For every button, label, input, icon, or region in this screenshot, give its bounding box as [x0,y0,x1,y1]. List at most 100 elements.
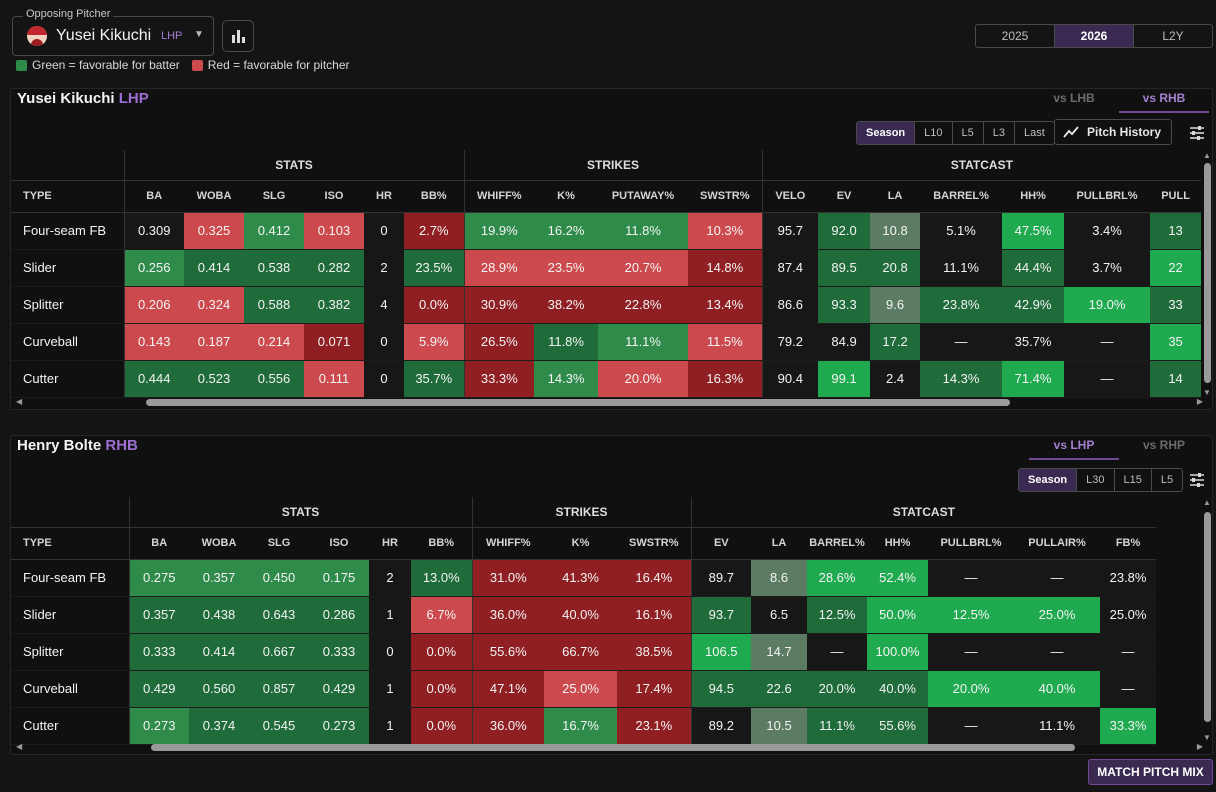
year-tab-2026[interactable]: 2026 [1055,25,1134,47]
column-header-barrel-pct[interactable]: BARREL% [807,526,868,560]
column-header-pullbrl-pct[interactable]: PULLBRL% [928,526,1015,560]
column-header-ev[interactable]: EV [690,526,752,560]
scroll-down-icon[interactable]: ▼ [1203,388,1211,397]
column-header-woba[interactable]: WOBA [184,179,244,213]
stat-cell-ba: 0.309 [123,212,184,250]
column-header-slg[interactable]: SLG [249,526,309,560]
pitcher-v-scroll-thumb[interactable] [1204,163,1211,383]
column-header-putaway-pct[interactable]: PUTAWAY% [598,179,689,213]
pitcher-name: Yusei Kikuchi [56,27,152,44]
chart-view-button[interactable] [222,20,254,52]
pitch-history-button[interactable]: Pitch History [1054,119,1173,145]
column-header-velo[interactable]: VELO [761,179,819,213]
stat-cell-woba: 0.374 [189,707,249,745]
stat-cell-barrel-pct: — [920,323,1003,361]
stat-cell-hr: 1 [369,707,411,745]
stat-cell-ev: 93.3 [818,286,871,324]
pitcher-hand: LHP [161,30,183,42]
range-tab-l5[interactable]: L5 [1160,474,1174,486]
stat-cell-hh-pct: 44.4% [1002,249,1065,287]
stat-cell-fb-pct: — [1100,633,1157,671]
range-tab-last[interactable]: Last [1024,127,1045,139]
stat-cell-hh-pct: 35.7% [1002,323,1065,361]
column-header-hr[interactable]: HR [364,179,404,213]
column-header-pull[interactable]: PULL [1150,179,1202,213]
batter-panel-hand: RHB [105,437,138,454]
split-tab-vs-lhp[interactable]: vs LHP [1029,438,1119,460]
column-header-pullbrl-pct[interactable]: PULLBRL% [1064,179,1151,213]
column-header-ev[interactable]: EV [818,179,871,213]
column-header-whiff-pct[interactable]: WHIFF% [463,179,535,213]
group-header-statcast: STATCAST [761,150,1202,180]
column-header-k-pct[interactable]: K% [544,526,618,560]
column-header-hh-pct[interactable]: HH% [1002,179,1065,213]
stat-cell-hr: 2 [369,559,411,597]
column-header-iso[interactable]: ISO [309,526,369,560]
column-header-type[interactable]: TYPE [11,526,129,560]
scroll-right-icon[interactable]: ▶ [1196,397,1203,406]
split-tab-vs-rhp[interactable]: vs RHP [1142,438,1186,452]
split-tab-vs-rhb[interactable]: vs RHB [1119,91,1209,113]
scroll-left-icon[interactable]: ◀ [16,742,23,751]
scroll-up-icon[interactable]: ▲ [1203,498,1211,507]
pitcher-panel-name: Yusei Kikuchi [17,90,115,107]
pitch-type-cell: Four-seam FB [11,559,130,597]
bar-chart-icon [232,30,245,43]
column-header-woba[interactable]: WOBA [189,526,249,560]
pitcher-h-scroll-thumb[interactable] [146,399,1010,406]
column-header-k-pct[interactable]: K% [534,179,599,213]
batter-h-scrollbar[interactable]: ◀ ▶ [11,741,1211,753]
match-pitch-mix-button[interactable]: MATCH PITCH MIX [1088,759,1213,785]
batter-panel-name: Henry Bolte [17,437,102,454]
column-header-iso[interactable]: ISO [304,179,364,213]
stat-cell-ba: 0.143 [123,323,184,361]
column-header-fb-pct[interactable]: FB% [1100,526,1157,560]
column-header-barrel-pct[interactable]: BARREL% [920,179,1003,213]
column-header-bb-pct[interactable]: BB% [411,526,473,560]
stat-cell-iso: 0.071 [304,323,364,361]
column-header-ba[interactable]: BA [128,526,189,560]
range-tab-season[interactable]: Season [1019,469,1078,491]
column-header-swstr-pct[interactable]: SWSTR% [688,179,763,213]
column-header-la[interactable]: LA [870,179,921,213]
stat-cell-velo: 79.2 [761,323,819,361]
settings-sliders-icon[interactable] [1188,124,1206,142]
range-tab-season[interactable]: Season [857,122,916,144]
scroll-right-icon[interactable]: ▶ [1196,742,1203,751]
year-tab-2025[interactable]: 2025 [976,25,1055,47]
scroll-left-icon[interactable]: ◀ [16,397,23,406]
column-header-pullair-pct[interactable]: PULLAIR% [1014,526,1101,560]
range-tab-l3[interactable]: L3 [984,122,1015,144]
split-tab-vs-lhb[interactable]: vs LHB [1053,91,1095,105]
scroll-up-icon[interactable]: ▲ [1203,151,1211,160]
stat-cell-pull: 35 [1150,323,1202,361]
column-header-hr[interactable]: HR [369,526,411,560]
scroll-down-icon[interactable]: ▼ [1203,733,1211,742]
opposing-pitcher-select[interactable]: Opposing Pitcher Yusei Kikuchi LHP ▼ [12,8,214,56]
column-header-whiff-pct[interactable]: WHIFF% [471,526,545,560]
column-header-hh-pct[interactable]: HH% [867,526,929,560]
column-header-slg[interactable]: SLG [244,179,304,213]
stat-cell-bb-pct: 35.7% [404,360,465,398]
column-header-bb-pct[interactable]: BB% [404,179,465,213]
batter-v-scroll-thumb[interactable] [1204,512,1211,722]
stat-cell-swstr-pct: 14.8% [688,249,763,287]
year-tab-l2y[interactable]: L2Y [1162,29,1184,43]
range-tab-l15[interactable]: L15 [1115,469,1152,491]
column-header-swstr-pct[interactable]: SWSTR% [617,526,692,560]
pitcher-h-scrollbar[interactable]: ◀ ▶ [11,396,1211,408]
column-header-la[interactable]: LA [751,526,808,560]
range-tab-l30[interactable]: L30 [1077,469,1115,491]
range-tab-l5[interactable]: L5 [953,122,984,144]
stat-cell-ba: 0.357 [128,596,189,634]
column-header-ba[interactable]: BA [123,179,184,213]
column-header-type[interactable]: TYPE [11,179,124,213]
batter-h-scroll-thumb[interactable] [151,744,1075,751]
stat-cell-pull: 33 [1150,286,1202,324]
settings-sliders-icon[interactable] [1188,471,1206,489]
batter-v-scrollbar[interactable]: ▲ ▼ [1202,498,1212,742]
range-tab-l10[interactable]: L10 [915,122,953,144]
stat-cell-pullair-pct: 11.1% [1014,707,1101,745]
stat-cell-fb-pct: 25.0% [1100,596,1157,634]
pitcher-v-scrollbar[interactable]: ▲ ▼ [1202,151,1212,397]
